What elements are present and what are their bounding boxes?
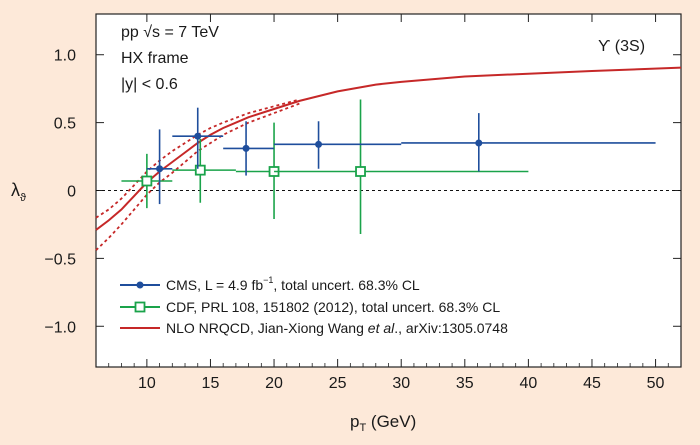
cdf-point [194,164,206,176]
x-tick-label: 10 [138,375,156,392]
legend-cms-sup: −1 [263,275,273,285]
x-tick-label: 45 [583,375,601,392]
x-axis-label-unit: (GeV) [366,412,416,431]
x-axis-label-main: p [350,412,359,431]
cdf-point [141,175,153,187]
x-tick-label: 20 [265,375,283,392]
cms-point [242,144,250,152]
y-tick-label: −1.0 [44,319,76,336]
legend-label-cdf: CDF, PRL 108, 151802 (2012), total uncer… [166,299,500,315]
cms-point [475,139,483,147]
y-tick-labels: −1.0 −0.5 0 0.5 1.0 [44,48,76,337]
legend-label-nrqcd: NLO NRQCD, Jian-Xiong Wang et al., arXiv… [166,320,508,336]
y-axis-label-main: λ [11,180,20,200]
y-axis-label: λϑ [11,180,26,204]
nrqcd-curve [95,66,682,231]
cms-point [194,132,202,140]
y-tick-label: −0.5 [44,251,76,268]
legend-nrqcd-text: NLO NRQCD, Jian-Xiong Wang [166,320,368,336]
x-tick-label: 35 [456,375,474,392]
annotation-state: ϒ (3S) [598,38,645,55]
x-tick-labels: 10 15 20 25 30 35 40 45 50 [138,375,665,392]
nrqcd-uncertainty-band [95,98,300,251]
x-axis-label: pT (GeV) [350,412,416,434]
legend-marker-cms [136,281,144,289]
legend-item-cms: CMS, L = 4.9 fb−1, total uncert. 68.3% C… [120,275,420,293]
band-upper [95,98,300,219]
legend-cms-text: CMS, L = 4.9 fb [166,277,263,293]
annotation-system: pp √s = 7 TeV [121,24,219,41]
legend: CMS, L = 4.9 fb−1, total uncert. 68.3% C… [120,275,508,336]
cdf-point [355,166,366,177]
y-tick-label: 1.0 [54,48,76,65]
legend-item-nrqcd: NLO NRQCD, Jian-Xiong Wang et al., arXiv… [120,320,508,336]
cms-points [146,107,656,205]
legend-nrqcd-italic: et al [368,320,395,336]
y-tick-label: 0.5 [54,116,76,133]
annotation-frame: HX frame [121,50,189,67]
x-tick-label: 25 [329,375,347,392]
legend-item-cdf: CDF, PRL 108, 151802 (2012), total uncer… [120,299,500,315]
legend-label-cms: CMS, L = 4.9 fb−1, total uncert. 68.3% C… [166,275,420,293]
x-tick-label: 50 [647,375,665,392]
legend-nrqcd-tail: ., arXiv:1305.0748 [394,320,508,336]
x-axis-label-sub: T [359,422,366,434]
cms-point [315,140,323,148]
y-tick-label: 0 [67,184,76,201]
axis-ticks [96,14,682,367]
cms-point [156,165,164,173]
legend-cms-tail: , total uncert. 68.3% CL [273,277,420,293]
x-tick-label: 40 [519,375,537,392]
x-tick-label: 15 [202,375,220,392]
y-axis-label-sub: ϑ [20,192,26,204]
cdf-points [121,99,529,234]
x-tick-label: 30 [392,375,410,392]
legend-marker-cdf [134,301,146,313]
annotation-rapidity: |y| < 0.6 [121,76,178,93]
